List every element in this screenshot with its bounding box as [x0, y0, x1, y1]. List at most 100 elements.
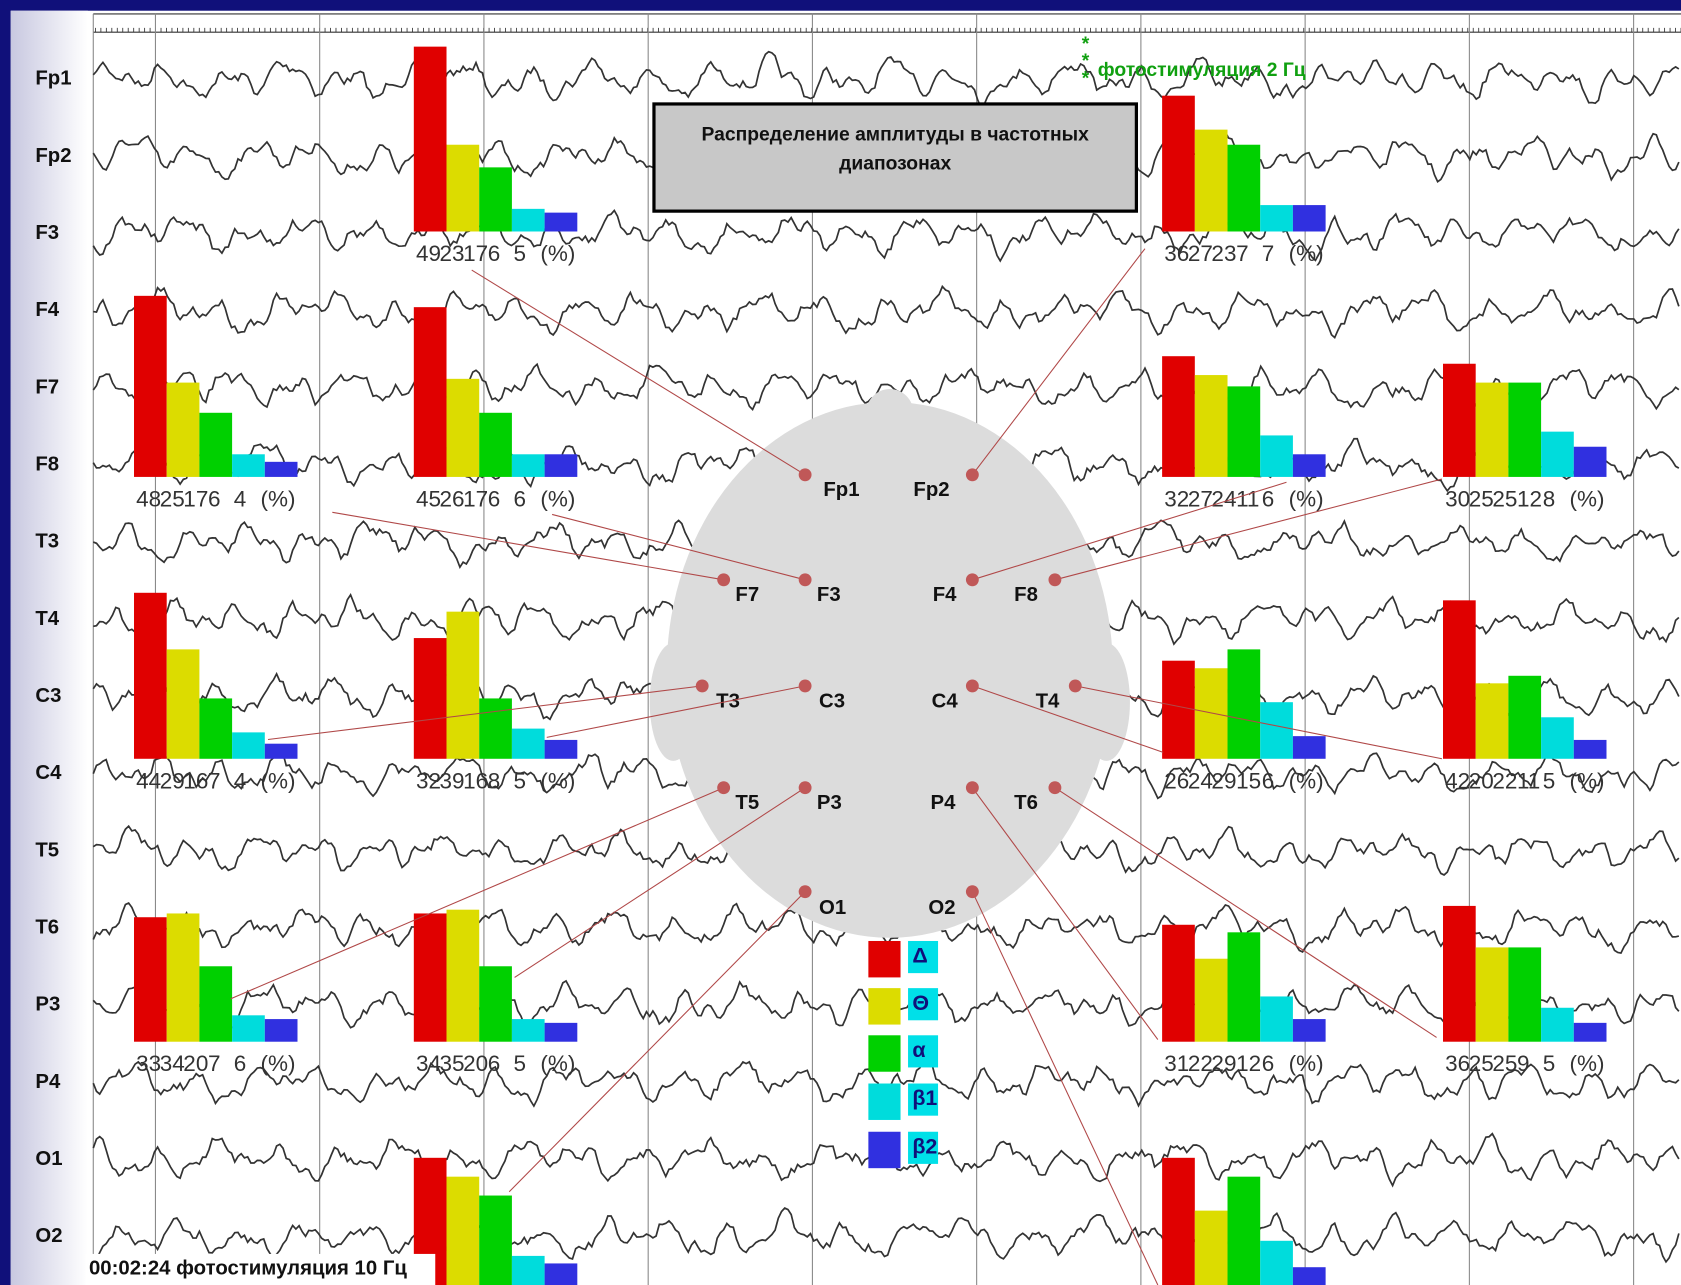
- stim-marker: *: [1082, 68, 1090, 89]
- channel-label: P3: [35, 994, 60, 1016]
- value-label: 36: [1164, 241, 1189, 266]
- bar: [1443, 906, 1476, 1042]
- value-label: 6: [488, 486, 501, 511]
- electrode: [966, 679, 979, 692]
- bar: [1195, 130, 1228, 232]
- value-label: 4: [234, 768, 247, 793]
- value-label: 20: [463, 1051, 488, 1076]
- unit-label: (%): [1570, 768, 1605, 793]
- bar: [232, 732, 265, 758]
- bar: [545, 740, 578, 759]
- bar: [479, 1196, 512, 1285]
- bar: [1443, 364, 1476, 477]
- bar: [1541, 432, 1574, 477]
- bar: [545, 1023, 578, 1042]
- bar: [167, 383, 200, 477]
- value-label: 6: [1262, 768, 1275, 793]
- bar: [1541, 1008, 1574, 1042]
- value-label: 16: [463, 768, 488, 793]
- bar: [447, 910, 480, 1042]
- channel-label: T4: [35, 608, 59, 630]
- bar: [414, 307, 447, 477]
- page: Fp1Fp2F3F4F7F8T3T4C3C4T5T6P3P4O1O2 49231…: [0, 0, 1681, 1285]
- legend-swatch: [868, 1084, 900, 1120]
- bar: [1574, 447, 1607, 477]
- bar: [545, 213, 578, 232]
- bar: [479, 966, 512, 1041]
- value-label: 7: [208, 1051, 221, 1076]
- value-label: 29: [1211, 768, 1236, 793]
- bar: [479, 413, 512, 477]
- legend-label: Θ: [912, 991, 929, 1015]
- unit-label: (%): [1289, 241, 1324, 266]
- eeg-screen: Fp1Fp2F3F4F7F8T3T4C3C4T5T6P3P4O1O2 49231…: [0, 0, 1681, 1285]
- value-label: 6: [488, 241, 501, 266]
- legend-swatch: [868, 988, 900, 1024]
- bar: [199, 413, 232, 477]
- channel-label: C4: [35, 762, 62, 784]
- channel-label: T5: [35, 839, 59, 861]
- unit-label: (%): [540, 241, 575, 266]
- bar: [447, 612, 480, 759]
- bar: [1195, 375, 1228, 477]
- bar: [512, 729, 545, 759]
- bar: [512, 1019, 545, 1042]
- electrode: [717, 781, 730, 794]
- value-label: 45: [416, 486, 441, 511]
- channel-label: T6: [35, 916, 59, 938]
- unit-label: (%): [261, 768, 296, 793]
- value-label: 36: [1445, 1051, 1470, 1076]
- bar: [1476, 383, 1509, 477]
- bar: [1293, 454, 1326, 477]
- bar: [1541, 717, 1574, 758]
- bar: [1260, 996, 1293, 1041]
- value-label: 27: [1188, 241, 1213, 266]
- value-label: 48: [136, 486, 161, 511]
- legend-label: β1: [912, 1086, 937, 1110]
- bar: [1260, 435, 1293, 476]
- bar: [1195, 959, 1228, 1042]
- value-label: 6: [514, 486, 527, 511]
- value-label: 7: [1236, 241, 1249, 266]
- value-label: 17: [183, 486, 208, 511]
- value-label: 22: [1492, 768, 1517, 793]
- electrode-label: F3: [817, 584, 841, 606]
- channel-label: P4: [35, 1071, 61, 1093]
- value-label: 16: [183, 768, 208, 793]
- bar: [265, 462, 298, 477]
- value-label: 6: [1262, 486, 1275, 511]
- unit-label: (%): [540, 768, 575, 793]
- bar: [1228, 932, 1261, 1041]
- value-label: 42: [1445, 768, 1470, 793]
- value-label: 7: [1262, 241, 1275, 266]
- value-label: 5: [514, 768, 527, 793]
- electrode: [799, 468, 812, 481]
- channel-label: F8: [35, 454, 59, 476]
- unit-label: (%): [1289, 1051, 1324, 1076]
- value-label: 11: [1236, 486, 1259, 511]
- bar: [1228, 145, 1261, 232]
- value-label: 5: [514, 1051, 527, 1076]
- bar: [447, 379, 480, 477]
- channel-label: O2: [35, 1225, 62, 1247]
- value-label: 26: [440, 486, 465, 511]
- value-label: 26: [1164, 768, 1189, 793]
- bar: [265, 1019, 298, 1042]
- unit-label: (%): [540, 1051, 575, 1076]
- bar: [1293, 1019, 1326, 1042]
- electrode: [799, 573, 812, 586]
- bar: [199, 698, 232, 758]
- bar: [1195, 668, 1228, 759]
- value-label: 6: [208, 486, 221, 511]
- value-label: 30: [1445, 486, 1470, 511]
- footer: 00:02:24 фотостимуляция 10 Гц: [89, 1257, 407, 1279]
- bar: [512, 209, 545, 232]
- electrode: [966, 885, 979, 898]
- channel-label: F4: [35, 299, 59, 321]
- unit-label: (%): [1570, 1051, 1605, 1076]
- value-label: 49: [416, 241, 441, 266]
- value-label: 25: [1469, 486, 1494, 511]
- channel-label: T3: [35, 531, 59, 553]
- value-label: 6: [1262, 1051, 1275, 1076]
- electrode: [799, 781, 812, 794]
